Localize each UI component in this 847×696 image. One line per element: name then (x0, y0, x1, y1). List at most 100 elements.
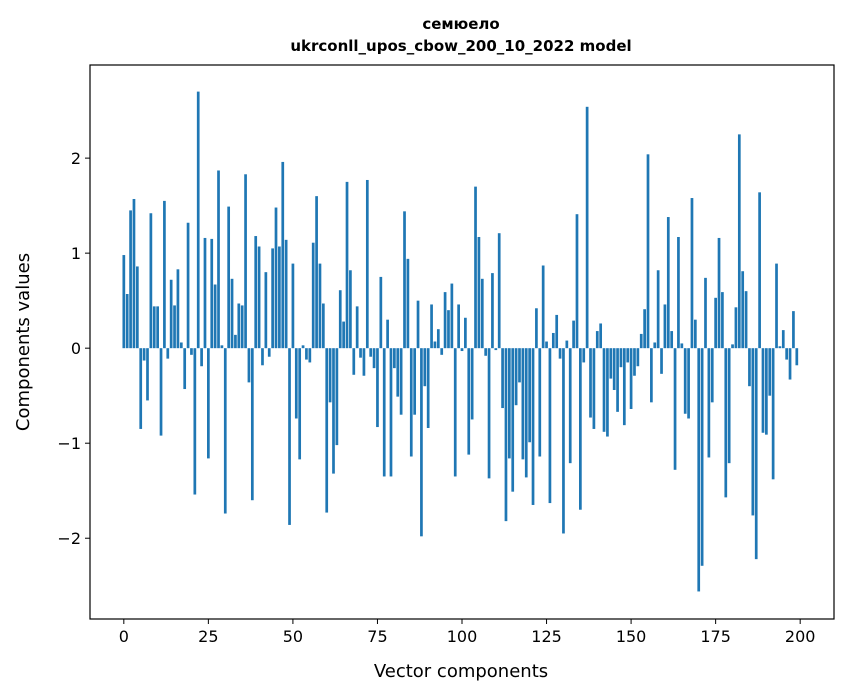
bar (575, 214, 579, 349)
bar (551, 332, 555, 349)
bar (741, 271, 745, 349)
bar (687, 348, 690, 419)
bar (602, 348, 606, 432)
x-tick-label: 125 (531, 627, 562, 646)
bar (173, 305, 176, 349)
bar (423, 348, 427, 387)
bar (724, 348, 728, 498)
bar (396, 348, 400, 397)
bar (531, 348, 535, 505)
bar (721, 292, 724, 349)
bar (247, 348, 251, 383)
bar (135, 266, 139, 349)
bar (622, 348, 626, 426)
bar (497, 233, 501, 349)
chart-title-line-2: ukrconll_upos_cbow_200_10_2022 model (290, 37, 631, 55)
bar (365, 179, 369, 349)
bar (440, 348, 444, 355)
bar (731, 344, 734, 349)
bar (744, 291, 748, 349)
bar (690, 198, 694, 349)
bar (562, 348, 565, 534)
bar (754, 348, 758, 560)
y-tick-label: −1 (57, 434, 81, 453)
bar (271, 248, 274, 349)
bar (349, 270, 352, 349)
bar (125, 294, 129, 349)
bar (190, 348, 193, 355)
bar (538, 348, 542, 457)
x-tick-label: 175 (700, 627, 731, 646)
bar (700, 348, 704, 566)
bar (129, 210, 132, 349)
x-axis-label: Vector components (374, 661, 548, 682)
bar (207, 348, 210, 459)
bar (673, 348, 677, 470)
y-tick-label: −2 (57, 529, 81, 548)
y-tick-label: 0 (71, 339, 81, 358)
bar (257, 246, 261, 349)
bar (693, 319, 697, 349)
bar (406, 258, 410, 349)
bar (792, 311, 795, 349)
bar (359, 348, 362, 358)
bar (169, 279, 173, 349)
bar (795, 348, 799, 366)
bar (460, 348, 464, 352)
bar (288, 348, 291, 525)
bar (606, 348, 609, 437)
x-tick-label: 100 (447, 627, 478, 646)
bar (342, 321, 345, 349)
bar (541, 265, 545, 349)
bar (213, 284, 217, 349)
bar (612, 348, 616, 390)
bar (592, 348, 596, 429)
bar (663, 304, 667, 349)
bar (176, 269, 180, 349)
x-tick-label: 50 (283, 627, 303, 646)
bar (494, 348, 498, 351)
bar (501, 348, 504, 409)
bar (507, 348, 511, 459)
bar (376, 348, 379, 428)
bar (294, 348, 298, 419)
bar (338, 290, 342, 349)
bar (311, 242, 315, 349)
bar (362, 348, 366, 376)
bar (240, 305, 244, 349)
bar (274, 207, 278, 349)
bar (579, 348, 582, 510)
bar (325, 348, 329, 513)
bar (609, 348, 613, 379)
bar (186, 222, 190, 349)
bar (467, 348, 471, 455)
bar (636, 348, 640, 367)
bar (453, 348, 457, 477)
bar (785, 348, 789, 360)
bar (666, 217, 670, 349)
bar (149, 213, 153, 349)
bar (650, 348, 653, 403)
bar (585, 106, 589, 349)
bar (335, 348, 339, 446)
bar (399, 348, 403, 415)
bar (775, 263, 778, 349)
bar (727, 348, 731, 464)
bar (771, 348, 775, 480)
bar (291, 263, 295, 349)
bar (629, 348, 633, 409)
y-axis-label: Components values (13, 253, 34, 431)
y-tick-label: 2 (71, 149, 81, 168)
bar (558, 348, 562, 359)
bar (748, 348, 751, 387)
bar (474, 186, 477, 349)
bar (511, 348, 515, 492)
bar (734, 307, 738, 349)
bar (768, 348, 772, 396)
bar (156, 306, 159, 349)
bar (568, 348, 572, 464)
bar (487, 348, 491, 479)
bar (751, 348, 755, 516)
bar (193, 348, 197, 495)
